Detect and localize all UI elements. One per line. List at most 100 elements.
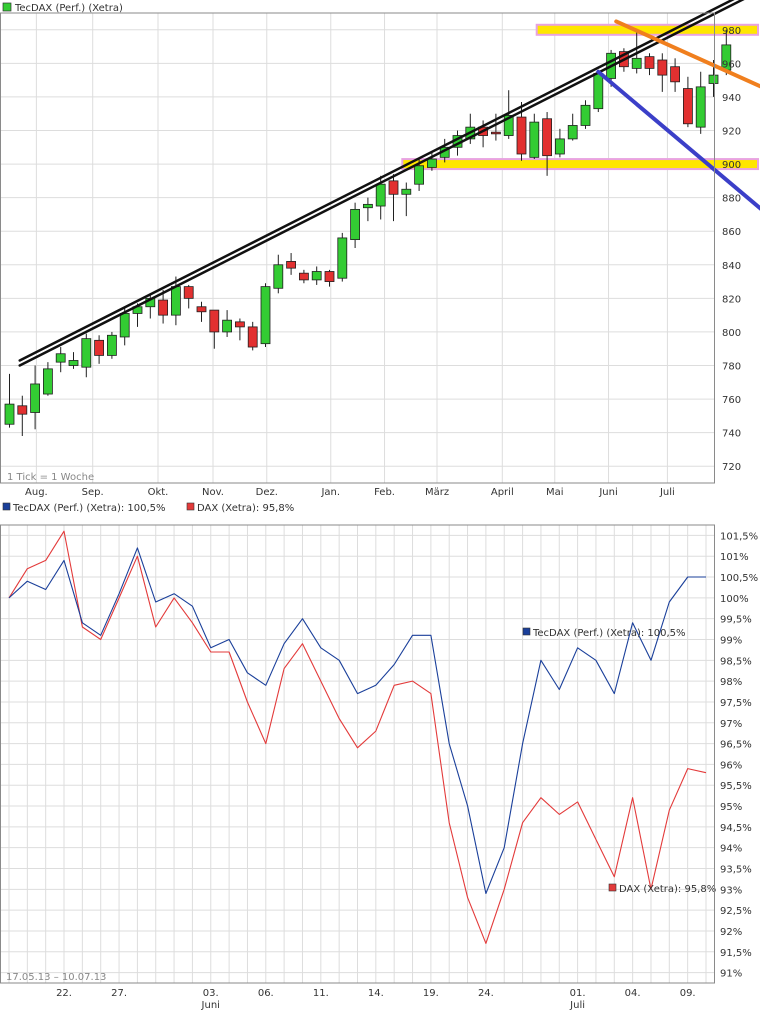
candle-down (670, 66, 680, 83)
upper-y-tick: 820 (722, 294, 741, 305)
upper-y-tick: 860 (722, 227, 741, 238)
upper-legend-label: TecDAX (Perf.) (Xetra) (14, 3, 123, 14)
lower-y-tick: 95,5% (720, 781, 752, 792)
lower-x-tick: 09. (680, 988, 696, 999)
lower-y-tick: 101,5% (720, 531, 758, 542)
dax-legend-swatch (186, 502, 195, 511)
upper-y-tick: 960 (722, 59, 741, 70)
candle-up (567, 125, 578, 140)
upper-x-month-labels: Aug. Sep. Okt. Nov. Dez. Jan. Feb. März April Mai… (25, 487, 675, 498)
candle-down (17, 405, 28, 415)
tecdax-vs-dax-performance-chart: TecDAX (Perf.) (Xetra): 100,5% DAX (Xetr… (0, 502, 758, 1011)
candle-up (631, 57, 642, 69)
upper-y-tick: 740 (722, 429, 741, 440)
channel-line-lower (18, 0, 745, 367)
upper-x-month: Juli (659, 487, 675, 498)
upper-y-tick: 800 (722, 328, 741, 339)
lower-header-legend: TecDAX (Perf.) (Xetra): 100,5% DAX (Xetr… (2, 502, 294, 514)
candle-down (516, 116, 527, 155)
lower-x-tick: 24. (478, 988, 494, 999)
lower-y-tick: 92% (720, 927, 742, 938)
lower-x-month: Juli (569, 1000, 585, 1011)
lower-y-tick: 98% (720, 677, 742, 688)
lower-x-tick: 03. (203, 988, 219, 999)
candle-down (657, 59, 668, 76)
channel-line-upper (18, 0, 735, 362)
candle-up (30, 383, 41, 413)
tecdax-legend-swatch (2, 502, 11, 511)
candle-down (234, 321, 245, 328)
upper-x-month: April (491, 487, 514, 498)
orange-trend-line (614, 19, 760, 89)
candle-down (542, 118, 552, 157)
candle-up (529, 121, 540, 158)
lower-y-tick: 97% (720, 719, 742, 730)
support-band (401, 158, 759, 171)
candle-down (683, 88, 693, 125)
lower-x-tick: 01. (570, 988, 586, 999)
candle-up (222, 319, 233, 333)
lower-x-tick: 11. (313, 988, 329, 999)
lower-y-tick: 98,5% (720, 656, 752, 667)
upper-y-tick: 920 (722, 127, 741, 138)
upper-x-month: Aug. (25, 487, 48, 498)
candle-up (311, 271, 322, 281)
candle-up (503, 114, 514, 136)
tecdax-legend-label: TecDAX (Perf.) (Xetra): 100,5% (12, 503, 166, 514)
lower-plot-frame (0, 524, 715, 984)
candle-up (273, 264, 284, 289)
candle-up (375, 183, 386, 207)
lower-y-tick: 94% (720, 844, 742, 855)
candle-down (324, 271, 335, 282)
candle-up (68, 360, 79, 366)
dax-inline-label-text: DAX (Xetra): 95,8% (619, 884, 716, 895)
lower-y-tick: 97,5% (720, 698, 752, 709)
lower-x-tick: 22. (56, 988, 72, 999)
date-range-label: 17.05.13 – 10.07.13 (6, 972, 106, 983)
lower-y-tick: 92,5% (720, 906, 752, 917)
upper-x-month: Juni (598, 487, 617, 498)
lower-y-tick: 99% (720, 636, 742, 647)
upper-y-tick: 900 (722, 160, 741, 171)
candle-up (55, 353, 66, 363)
lower-x-tick: 04. (625, 988, 641, 999)
lower-series-lines (8, 530, 707, 944)
upper-x-month: März (425, 487, 449, 498)
lower-grid (0, 525, 714, 983)
dax-series-line (8, 530, 707, 944)
candle-down (183, 286, 194, 299)
lower-y-tick: 91% (720, 969, 742, 980)
lower-y-tick: 101% (720, 552, 749, 563)
candle-up (362, 203, 373, 209)
candle-up (337, 237, 348, 279)
candle-down (158, 299, 169, 316)
lower-x-tick: 19. (423, 988, 439, 999)
tecdax-inline-swatch (522, 627, 531, 636)
lower-y-tick: 93% (720, 885, 742, 896)
lower-y-tick: 99,5% (720, 615, 752, 626)
tecdax-inline-label: TecDAX (Perf.) (Xetra): 100,5% (522, 627, 686, 639)
lower-y-tick: 96% (720, 760, 742, 771)
tecdax-legend-swatch (2, 2, 12, 12)
upper-x-month: Jan. (320, 487, 340, 498)
upper-plot-frame (0, 12, 715, 484)
upper-y-tick: 980 (722, 26, 741, 37)
blue-trend-line (596, 69, 760, 211)
lower-x-tick: 27. (111, 988, 127, 999)
upper-grid (0, 13, 714, 483)
dax-legend-label: DAX (Xetra): 95,8% (197, 503, 294, 514)
dax-inline-swatch (608, 883, 617, 892)
lower-x-tick-labels: 22. 27. 03.Juni 06. 11. 14. 19. 24. 01.Juli 04. 09… (56, 988, 696, 1011)
candle-up (580, 104, 591, 126)
tecdax-inline-label-text: TecDAX (Perf.) (Xetra): 100,5% (532, 628, 686, 639)
tecdax-weekly-candlestick-chart: 720 740 760 780 800 820 840 860 880 900 920 940 960 9… (0, 0, 760, 498)
candle-up (107, 334, 117, 356)
lower-x-tick: 06. (258, 988, 274, 999)
candle-up (555, 138, 565, 155)
candle-down (286, 261, 297, 269)
upper-y-tick-labels: 720 740 760 780 800 820 840 860 880 900 920 940 960 9… (722, 26, 741, 473)
lower-y-tick: 96,5% (720, 740, 752, 751)
lower-y-tick: 95% (720, 802, 742, 813)
upper-y-tick: 780 (722, 362, 741, 373)
